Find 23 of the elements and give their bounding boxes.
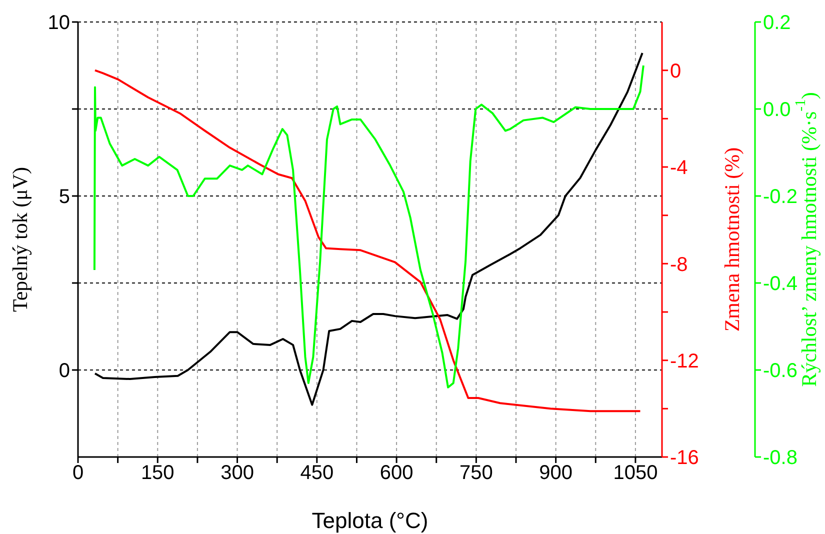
y3-tick-label: -0.2 [763, 186, 798, 208]
x-tick-label: 300 [220, 462, 254, 484]
y3-tick-label: 0.2 [763, 12, 791, 34]
x-tick-label: 450 [300, 462, 334, 484]
y2-tick-label: -12 [670, 350, 699, 372]
x-tick-label: 750 [459, 462, 493, 484]
y2-tick-label: -4 [670, 157, 688, 180]
x-axis-title: Teplota (°C) [312, 508, 428, 533]
y2-tick-label: 0 [670, 60, 682, 82]
x-tick-label: 900 [539, 462, 573, 484]
y2-tick-label: -8 [670, 254, 688, 276]
y-tick-label: 0 [58, 360, 70, 382]
y3-tick-label: -0.8 [763, 447, 798, 469]
y-tick-label: 5 [58, 186, 70, 208]
y3-tick-label: 0.0 [763, 99, 791, 121]
y2-axis-title: Zmena hmotnosti (%) [720, 147, 744, 332]
x-tick-label: 150 [140, 462, 174, 484]
y3-tick-label: -0.4 [763, 273, 798, 295]
y2-tick-label: -16 [670, 447, 699, 470]
y-tick-label: 10 [48, 12, 70, 34]
y-axis-title: Tepelný tok (μV) [8, 166, 32, 312]
x-tick-label: 600 [380, 462, 414, 484]
x-tick-label: 1050 [613, 462, 658, 484]
